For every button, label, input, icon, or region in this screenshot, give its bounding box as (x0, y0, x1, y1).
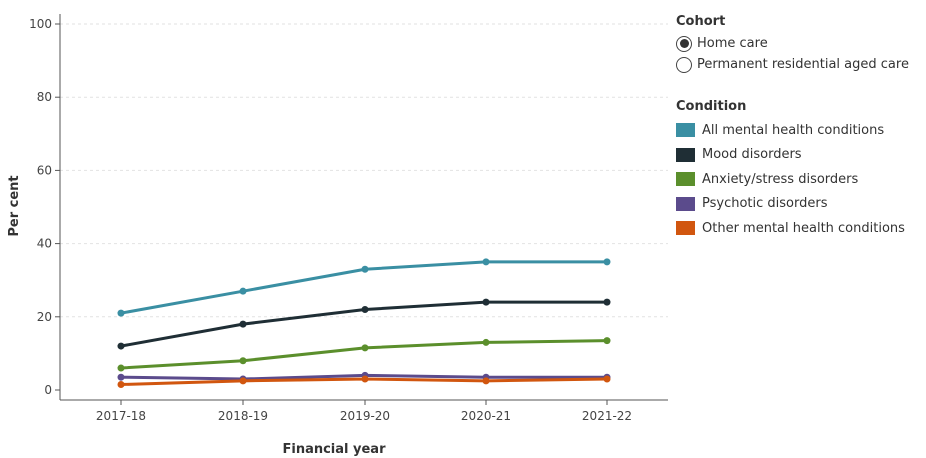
cohort-option-label: Home care (697, 36, 768, 51)
series-1[interactable] (117, 298, 611, 350)
data-point[interactable] (603, 258, 611, 266)
series-group (117, 258, 611, 389)
legend-label: Psychotic disorders (702, 196, 828, 212)
legend-item-1[interactable]: Mood disorders (676, 143, 926, 168)
legend-item-4[interactable]: Other mental health conditions (676, 216, 926, 241)
data-point[interactable] (603, 298, 611, 306)
radio-button-icon[interactable] (676, 35, 692, 52)
y-tick-label: 20 (37, 310, 52, 324)
x-tick-label: 2021-22 (582, 409, 632, 423)
data-point[interactable] (603, 337, 611, 345)
y-tick-label: 60 (37, 163, 52, 177)
data-point[interactable] (603, 375, 611, 383)
data-point[interactable] (239, 320, 247, 328)
condition-title: Condition (676, 99, 747, 114)
legend-label: Anxiety/stress disorders (702, 171, 859, 187)
data-point[interactable] (117, 309, 125, 317)
cohort-radio-group: Home care Permanent residential aged care (676, 33, 926, 75)
series-3[interactable] (117, 371, 611, 383)
data-point[interactable] (117, 381, 125, 389)
y-axis-ticks: 0 20 40 60 80 100 (29, 17, 60, 397)
data-point[interactable] (117, 364, 125, 372)
data-point[interactable] (239, 357, 247, 365)
legend-swatch (676, 196, 695, 211)
grid-lines (60, 23, 668, 318)
x-tick-label: 2018-19 (218, 409, 268, 423)
data-point[interactable] (482, 338, 490, 346)
legend-swatch (676, 123, 695, 138)
radio-button-icon[interactable] (676, 56, 692, 73)
y-axis-label: Per cent (7, 175, 22, 236)
cohort-option-0[interactable]: Home care (676, 33, 926, 54)
y-tick-label: 0 (44, 383, 52, 397)
y-tick-label: 40 (37, 237, 52, 251)
legend-label: Mood disorders (702, 147, 802, 163)
cohort-option-label: Permanent residential aged care (697, 57, 909, 72)
data-point[interactable] (117, 342, 125, 350)
radio-selected-dot (679, 39, 689, 48)
x-tick-label: 2017-18 (96, 409, 146, 423)
data-point[interactable] (361, 305, 369, 313)
y-tick-label: 80 (37, 90, 52, 104)
legend-label: All mental health conditions (702, 122, 885, 138)
legend-item-0[interactable]: All mental health conditions (676, 118, 926, 143)
data-point[interactable] (482, 258, 490, 266)
cohort-option-1[interactable]: Permanent residential aged care (676, 54, 926, 75)
data-point[interactable] (482, 377, 490, 385)
x-axis-label: Financial year (282, 442, 386, 457)
legend-item-2[interactable]: Anxiety/stress disorders (676, 167, 926, 192)
x-tick-label: 2019-20 (340, 409, 390, 423)
legend-panel: Cohort Home care Permanent residential ag… (676, 14, 926, 241)
series-4[interactable] (117, 375, 611, 389)
data-point[interactable] (361, 375, 369, 383)
data-point[interactable] (361, 344, 369, 352)
series-0[interactable] (117, 258, 611, 317)
data-point[interactable] (239, 287, 247, 295)
data-point[interactable] (361, 265, 369, 273)
condition-legend: All mental health conditions Mood disorde… (676, 118, 926, 241)
legend-item-3[interactable]: Psychotic disorders (676, 192, 926, 217)
legend-swatch (676, 221, 695, 236)
cohort-title: Cohort (676, 14, 726, 29)
data-point[interactable] (239, 377, 247, 385)
x-axis-ticks: 2017-18 2018-19 2019-20 2020-21 2021-22 (96, 400, 632, 423)
legend-swatch (676, 147, 695, 162)
data-point[interactable] (117, 373, 125, 381)
data-point[interactable] (482, 298, 490, 306)
legend-swatch (676, 172, 695, 187)
legend-label: Other mental health conditions (702, 220, 905, 236)
y-tick-label: 100 (29, 17, 52, 31)
series-2[interactable] (117, 337, 611, 372)
line-chart: 0 20 40 60 80 100 2017-18 2018-19 2019-20 2020-2… (7, 14, 668, 457)
x-tick-label: 2020-21 (461, 409, 511, 423)
